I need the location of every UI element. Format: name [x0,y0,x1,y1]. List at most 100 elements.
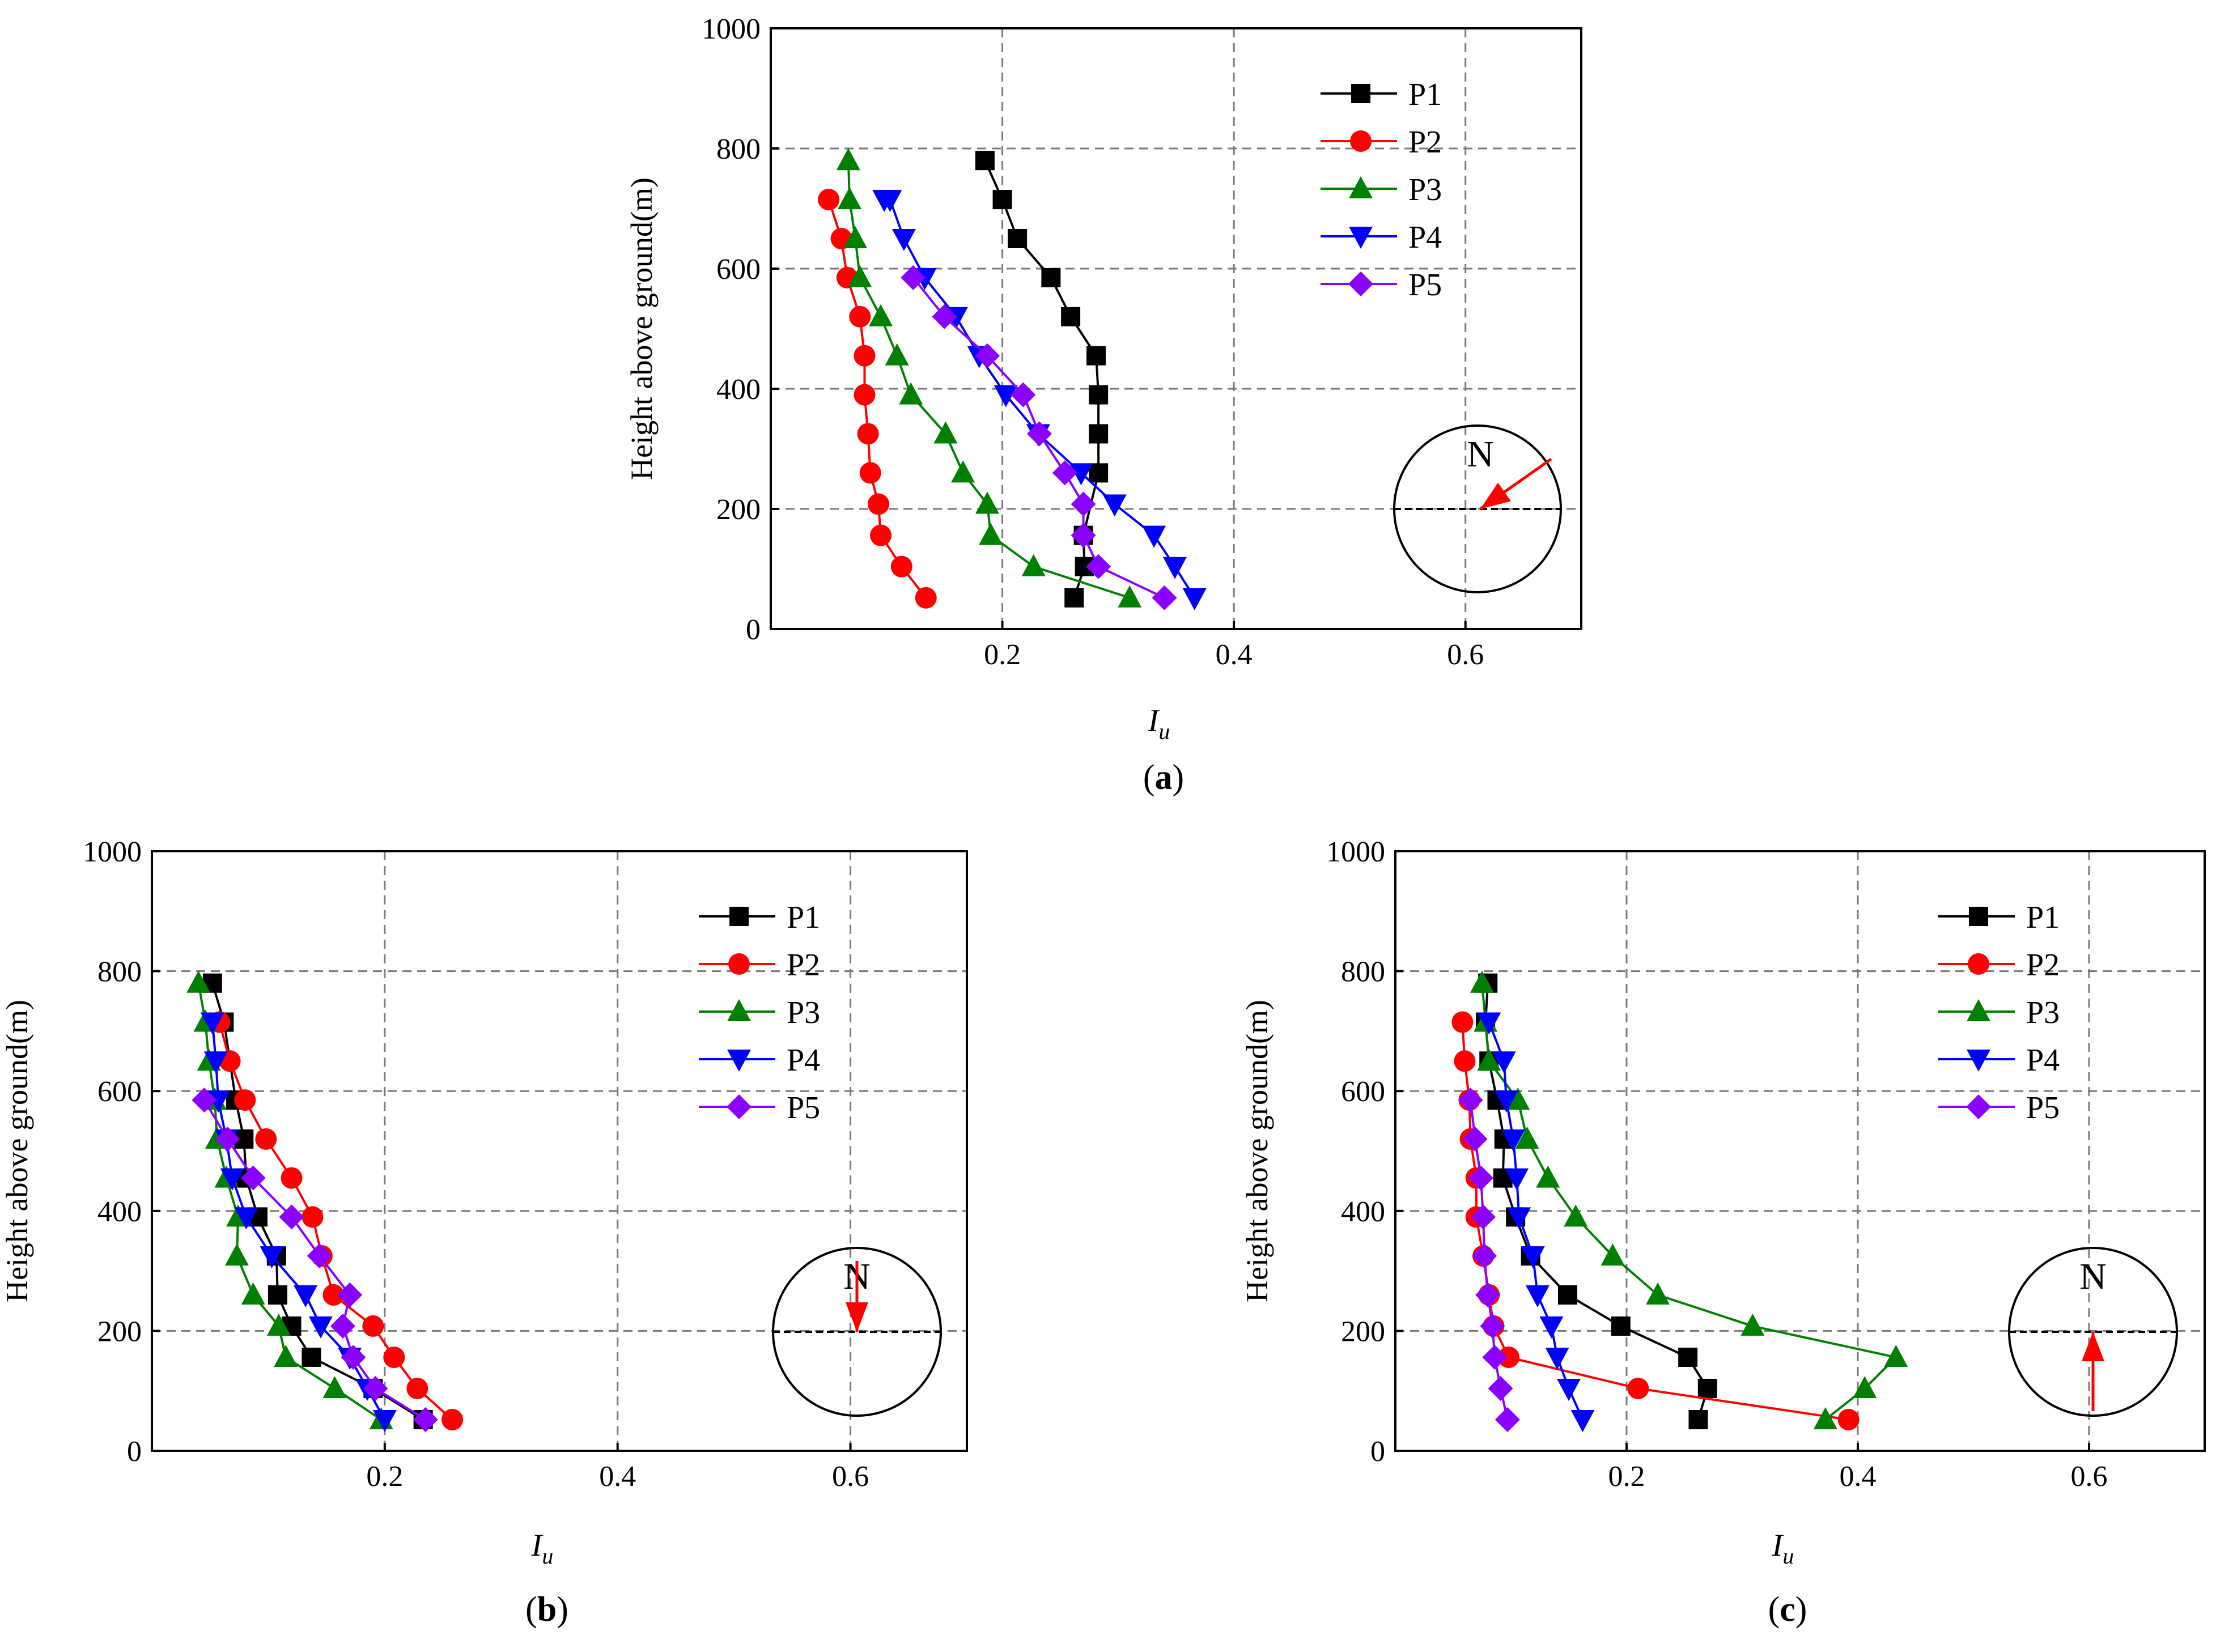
y-tick-label: 800 [97,956,142,988]
data-point-P5 [192,1088,217,1113]
data-point-P3 [843,226,868,248]
panel-label: (a) [1143,758,1184,797]
data-point-P2 [406,1377,428,1399]
compass: N [1393,424,1562,593]
legend-label-P5: P5 [2026,1090,2060,1126]
data-point-P5 [1472,1243,1497,1269]
data-point-P4 [994,385,1018,407]
y-tick-label: 0 [746,614,761,646]
data-point-P4 [1570,1409,1595,1432]
y-tick-label: 1000 [702,13,761,45]
data-point-P1 [1041,267,1061,287]
x-tick-label: 0.6 [832,1460,869,1493]
data-point-P3 [979,523,1003,545]
data-point-P3 [1813,1407,1837,1429]
y-tick-label: 200 [97,1315,142,1348]
data-point-P5 [901,265,926,290]
x-tick-label: 0.4 [599,1460,636,1493]
data-point-P3 [322,1375,347,1398]
x-axis-title: Iu [1148,703,1170,744]
legend-marker-P1 [1969,907,1988,926]
data-point-P2 [255,1128,277,1150]
data-point-P1 [1086,346,1106,366]
panel-label-letter: a [1155,758,1173,797]
data-point-P3 [899,382,923,405]
y-axis-title: Height above ground(m) [1240,1000,1274,1302]
data-point-P1 [1089,385,1109,405]
legend-label-P4: P4 [1408,220,1442,255]
data-point-P2 [1627,1377,1649,1399]
data-point-P5 [240,1165,266,1191]
x-tick-label: 0.6 [1447,639,1484,671]
data-point-P5 [932,304,957,329]
y-tick-label: 800 [1341,956,1385,988]
data-point-P1 [1611,1316,1631,1336]
data-point-P5 [307,1243,332,1269]
x-axis-title-subscript: u [1782,1543,1794,1569]
data-point-P2 [281,1167,303,1189]
data-point-P2 [857,423,879,445]
data-point-P4 [372,1409,397,1432]
legend-label-P2: P2 [1408,125,1442,160]
data-point-P3 [951,460,975,483]
data-point-P2 [1451,1011,1474,1033]
y-axis-title: Height above ground(m) [625,177,659,480]
y-tick-label: 200 [1341,1315,1385,1348]
data-point-P3 [266,1313,291,1336]
data-point-P4 [260,1246,284,1269]
data-point-P4 [1069,463,1093,486]
legend-marker-P2 [1350,130,1372,152]
y-tick-label: 0 [1370,1436,1385,1468]
data-point-P4 [1477,1012,1501,1035]
data-point-P1 [1064,588,1084,608]
data-point-P5 [1026,421,1052,447]
series-P3 [836,148,1142,608]
data-point-P2 [1837,1408,1860,1430]
legend-label-P5: P5 [787,1090,820,1126]
plot-frame [1394,850,2206,1452]
legend-marker-P5 [727,1094,752,1119]
data-point-P5 [975,343,1000,368]
data-point-P1 [1008,229,1028,248]
y-axis-title: Height above ground(m) [0,1000,34,1302]
data-point-P2 [859,462,881,484]
data-point-P4 [1494,1090,1518,1113]
data-point-P3 [933,421,958,444]
chart-panel-c: 0.2 0.4 0.6 0 200 400 600 800 1000 Iu Height above… [1240,836,2206,1629]
data-point-P2 [441,1408,464,1430]
y-tick-label: 600 [1341,1076,1385,1108]
data-point-P2 [322,1284,345,1306]
data-point-P4 [200,1012,224,1035]
data-point-P3 [836,148,860,171]
data-point-P3 [241,1282,265,1305]
legend-marker-P1 [1351,84,1370,103]
data-point-P5 [363,1375,388,1401]
data-point-P3 [885,343,909,366]
data-point-P4 [1545,1347,1569,1370]
data-point-P2 [302,1206,324,1228]
x-tick-label: 0.2 [366,1460,403,1493]
data-point-P3 [186,970,211,993]
data-point-P5 [1011,382,1036,407]
data-point-P1 [975,151,995,171]
compass-north-label: N [1467,434,1494,475]
panel-label-letter: b [537,1590,557,1629]
x-tick-label: 0.2 [1608,1460,1645,1493]
series-line-P4 [884,198,1196,598]
data-point-P5 [215,1126,240,1152]
data-point-P3 [1884,1344,1908,1367]
x-tick-label: 0.6 [2071,1460,2108,1493]
data-point-P5 [1052,460,1077,486]
data-point-P2 [818,189,840,211]
data-point-P4 [1521,1246,1545,1269]
panel-label: (c) [1768,1590,1807,1629]
data-point-P1 [1061,307,1081,326]
data-point-P2 [890,555,912,577]
panel-label-letter: c [1780,1590,1795,1629]
y-tick-label: 1000 [1326,836,1385,868]
data-point-P2 [362,1315,384,1337]
legend-label-P5: P5 [1408,267,1442,303]
data-point-P1 [1678,1347,1698,1367]
data-point-P1 [1557,1285,1577,1305]
